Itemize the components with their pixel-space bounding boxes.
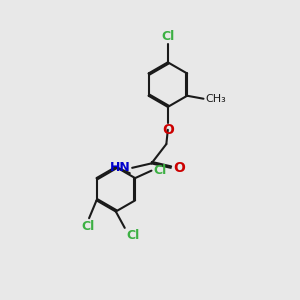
Text: HN: HN — [110, 161, 131, 174]
Text: O: O — [163, 123, 174, 137]
Text: Cl: Cl — [81, 220, 94, 233]
Text: Cl: Cl — [153, 164, 166, 177]
Text: O: O — [173, 161, 185, 175]
Text: Cl: Cl — [126, 230, 140, 242]
Text: Cl: Cl — [161, 30, 175, 43]
Text: CH₃: CH₃ — [205, 94, 226, 104]
